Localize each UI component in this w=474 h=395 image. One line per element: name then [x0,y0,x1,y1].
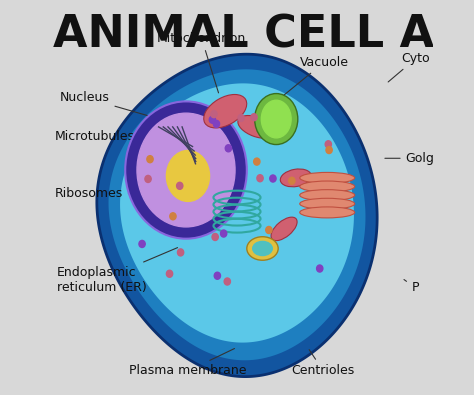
Text: Microtubules: Microtubules [55,130,162,143]
Ellipse shape [266,226,272,233]
Ellipse shape [137,113,235,227]
Ellipse shape [139,241,145,248]
Ellipse shape [300,190,355,201]
Ellipse shape [213,120,219,128]
Ellipse shape [166,270,173,277]
Ellipse shape [289,177,295,184]
Text: Plasma membrane: Plasma membrane [129,348,247,377]
Text: ANIMAL CELL ANATO: ANIMAL CELL ANATO [53,13,474,56]
Ellipse shape [271,217,297,241]
Ellipse shape [177,182,183,189]
Ellipse shape [300,198,355,209]
Ellipse shape [170,213,176,220]
Ellipse shape [300,181,355,192]
Ellipse shape [261,100,291,138]
Ellipse shape [238,115,244,121]
Ellipse shape [225,145,231,152]
Ellipse shape [253,241,272,256]
Text: Centrioles: Centrioles [292,350,355,377]
Ellipse shape [209,116,216,123]
Ellipse shape [254,158,260,165]
Text: Golg: Golg [385,152,435,165]
Polygon shape [109,70,365,360]
Text: Nucleus: Nucleus [60,91,177,124]
Ellipse shape [212,233,219,241]
Ellipse shape [270,175,276,182]
Text: Vacuole: Vacuole [278,56,349,100]
Ellipse shape [211,111,217,118]
Text: P: P [404,280,419,294]
Ellipse shape [300,172,355,183]
Ellipse shape [204,94,247,128]
Text: Mitochondrion: Mitochondrion [157,32,246,93]
Polygon shape [97,54,377,376]
Ellipse shape [255,94,298,145]
Ellipse shape [238,115,275,138]
Ellipse shape [300,207,355,218]
Text: Cyto: Cyto [388,52,430,82]
Ellipse shape [224,278,230,285]
Ellipse shape [214,272,220,279]
Ellipse shape [280,169,311,187]
Polygon shape [120,83,354,342]
Ellipse shape [177,249,184,256]
Ellipse shape [145,175,151,182]
Text: Endoplasmic
reticulum (ER): Endoplasmic reticulum (ER) [56,248,178,294]
Ellipse shape [251,114,257,121]
Ellipse shape [125,102,247,239]
Ellipse shape [317,265,323,272]
Text: Ribosomes: Ribosomes [55,187,158,200]
Ellipse shape [257,175,263,182]
Ellipse shape [247,237,278,260]
Ellipse shape [166,150,210,201]
Ellipse shape [326,147,332,154]
Ellipse shape [325,141,331,148]
Ellipse shape [220,230,227,237]
Ellipse shape [147,156,153,163]
